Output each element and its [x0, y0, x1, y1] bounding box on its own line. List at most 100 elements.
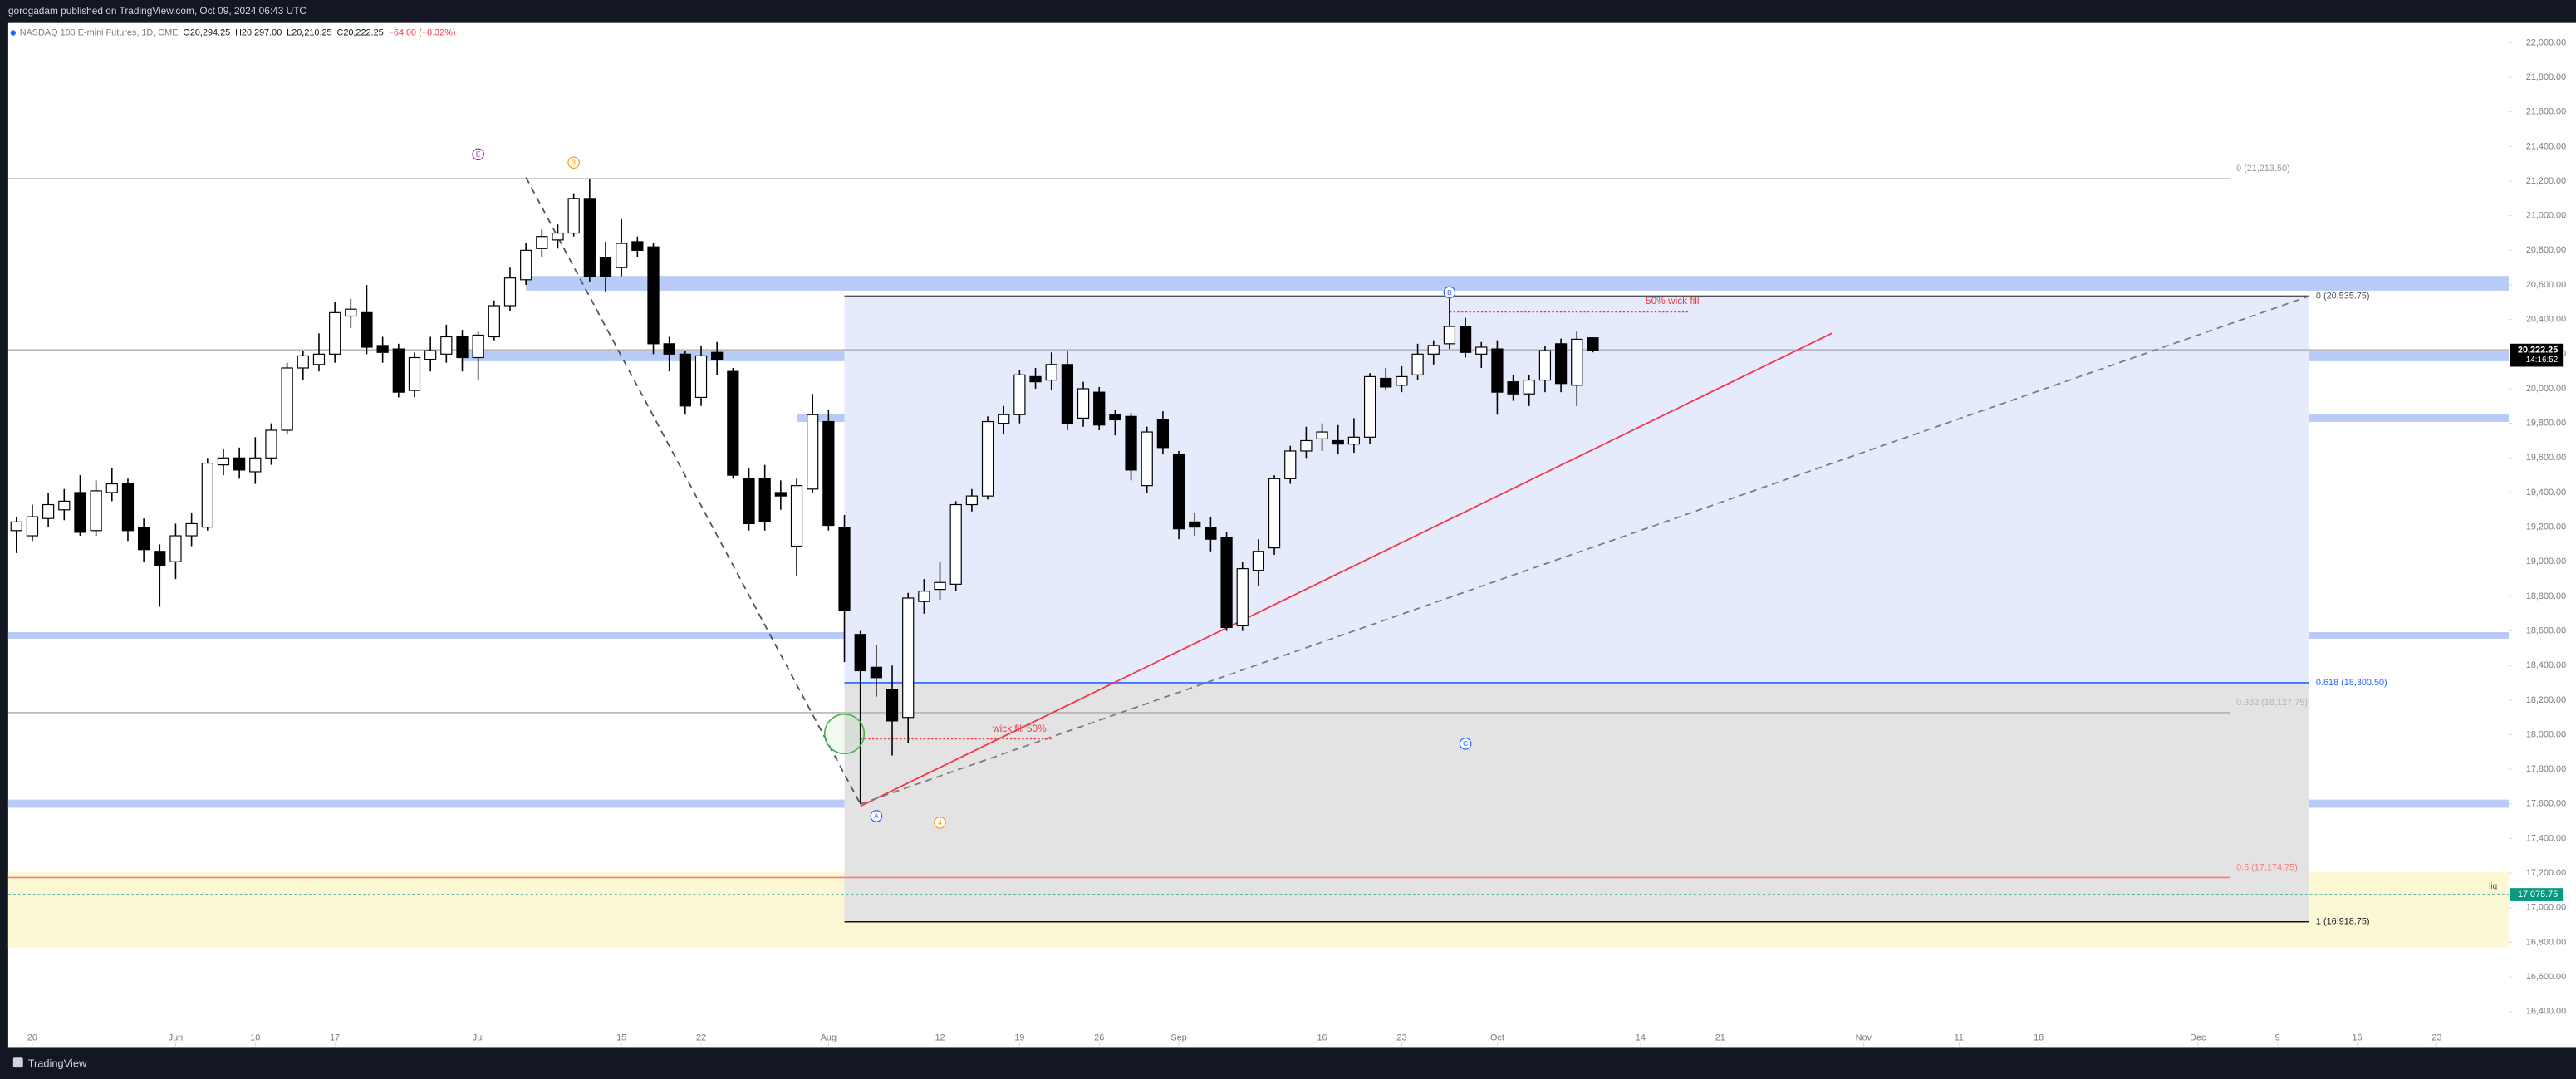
candle-body	[743, 478, 755, 525]
candle-body	[1316, 431, 1328, 439]
legend-value: C20,222.25	[336, 27, 383, 37]
candle-body	[1507, 381, 1519, 395]
candle-body	[105, 483, 118, 493]
y-tick-label: 19,200.00	[2526, 522, 2566, 532]
candle-body	[1045, 364, 1057, 381]
candle-body	[1093, 391, 1106, 426]
x-tick-label: 16	[1317, 1032, 1327, 1042]
x-tick-label: 20	[27, 1032, 37, 1042]
candle-body	[807, 414, 819, 490]
legend-value: −64.00 (−0.32%)	[389, 27, 456, 37]
candle-body	[790, 485, 803, 547]
legend-value: L20,210.25	[287, 27, 331, 37]
candle-body	[472, 334, 484, 359]
candle-body	[345, 308, 357, 317]
candle-body	[1363, 375, 1376, 438]
liq-note: liq	[2489, 882, 2497, 891]
wave-label: E	[476, 150, 481, 159]
y-tick-label: 17,000.00	[2526, 903, 2566, 913]
candle-body	[408, 356, 421, 391]
published-line: gorogadam published on TradingView.com, …	[8, 5, 307, 17]
note: 50% wick fill	[1646, 295, 1700, 307]
y-tick-label: 16,800.00	[2526, 937, 2566, 947]
candle-body	[1523, 379, 1535, 395]
candle-body	[1332, 439, 1344, 445]
candle-body	[536, 236, 548, 249]
y-tick-label: 16,400.00	[2526, 1007, 2566, 1017]
candle-body	[217, 457, 230, 466]
fib-label: 0.382 (18,127.75)	[2236, 698, 2308, 708]
wave-label: C	[1463, 739, 1468, 748]
candle-body	[981, 420, 994, 497]
x-tick-label: Oct	[1490, 1032, 1504, 1042]
y-tick-label: 21,200.00	[2526, 176, 2566, 186]
candle-body	[440, 336, 453, 355]
candle-body	[854, 634, 866, 672]
x-tick-label: Dec	[2190, 1032, 2206, 1042]
candle-body	[1443, 326, 1456, 345]
wave-label-circle	[567, 156, 580, 169]
y-tick-label: 20,400.00	[2526, 315, 2566, 325]
candle-body	[918, 591, 930, 602]
candle-body	[1571, 338, 1583, 386]
candle-body	[90, 490, 102, 532]
x-tick-label: 26	[1094, 1032, 1104, 1042]
y-tick-label: 17,600.00	[2526, 799, 2566, 809]
candle-body	[1475, 346, 1488, 355]
fib-label: 0 (20,535.75)	[2316, 291, 2370, 301]
candle-body	[201, 462, 213, 528]
candle-body	[1125, 415, 1137, 471]
y-tick-label: 20,600.00	[2526, 280, 2566, 290]
liq-price-tag	[2510, 888, 2564, 901]
candle-body	[74, 492, 86, 533]
candle-body	[169, 535, 182, 562]
y-tick-label: 16,600.00	[2526, 972, 2566, 982]
y-tick-label: 18,400.00	[2526, 660, 2566, 670]
candle-body	[886, 689, 899, 722]
zone	[526, 276, 2509, 291]
x-tick-label: 22	[696, 1032, 706, 1042]
candle-body	[138, 527, 150, 551]
wave-label-circle	[1459, 738, 1472, 750]
candle-body	[567, 198, 580, 234]
wave-label-circle	[870, 810, 883, 822]
last-price-label: 20,222.25	[2518, 346, 2558, 356]
x-tick-label: 11	[1955, 1032, 1964, 1042]
x-tick-label: 17	[330, 1032, 340, 1042]
x-tick-label: 23	[1396, 1032, 1406, 1042]
y-tick-label: 21,600.00	[2526, 107, 2566, 117]
candle-body	[1491, 348, 1504, 393]
candle-body	[1587, 337, 1599, 351]
chart-title: NASDAQ 100 E-mini Futures, 1D, CME	[20, 27, 179, 37]
x-tick-label: Jul	[473, 1032, 484, 1042]
candle-body	[1300, 439, 1313, 452]
candle-body	[265, 429, 277, 459]
candle-body	[1268, 478, 1281, 549]
x-tick-label: 10	[250, 1032, 260, 1042]
fib-label: 1 (16,918.75)	[2316, 917, 2370, 927]
y-tick-label: 17,800.00	[2526, 764, 2566, 774]
candle-body	[1141, 431, 1153, 487]
countdown: 14:16:52	[2526, 356, 2558, 365]
candle-body	[1172, 454, 1185, 530]
candle-body	[583, 198, 596, 277]
candle-body	[998, 414, 1010, 424]
candle-body	[1013, 374, 1026, 415]
candle-body	[1205, 527, 1217, 540]
candle-body	[965, 495, 978, 506]
brand: TradingView	[28, 1057, 87, 1070]
candle-body	[281, 367, 293, 431]
candle-body	[758, 478, 771, 522]
candle-body	[1459, 326, 1472, 353]
candle-body	[185, 522, 198, 537]
x-tick-label: 23	[2431, 1032, 2441, 1042]
candle-body	[631, 241, 644, 251]
x-tick-label: Sep	[1170, 1032, 1186, 1042]
wave-label: B	[1447, 288, 1452, 297]
y-tick-label: 18,000.00	[2526, 729, 2566, 739]
trendline	[860, 332, 1833, 807]
wave-label: 3	[572, 159, 576, 167]
candle-body	[42, 503, 55, 519]
